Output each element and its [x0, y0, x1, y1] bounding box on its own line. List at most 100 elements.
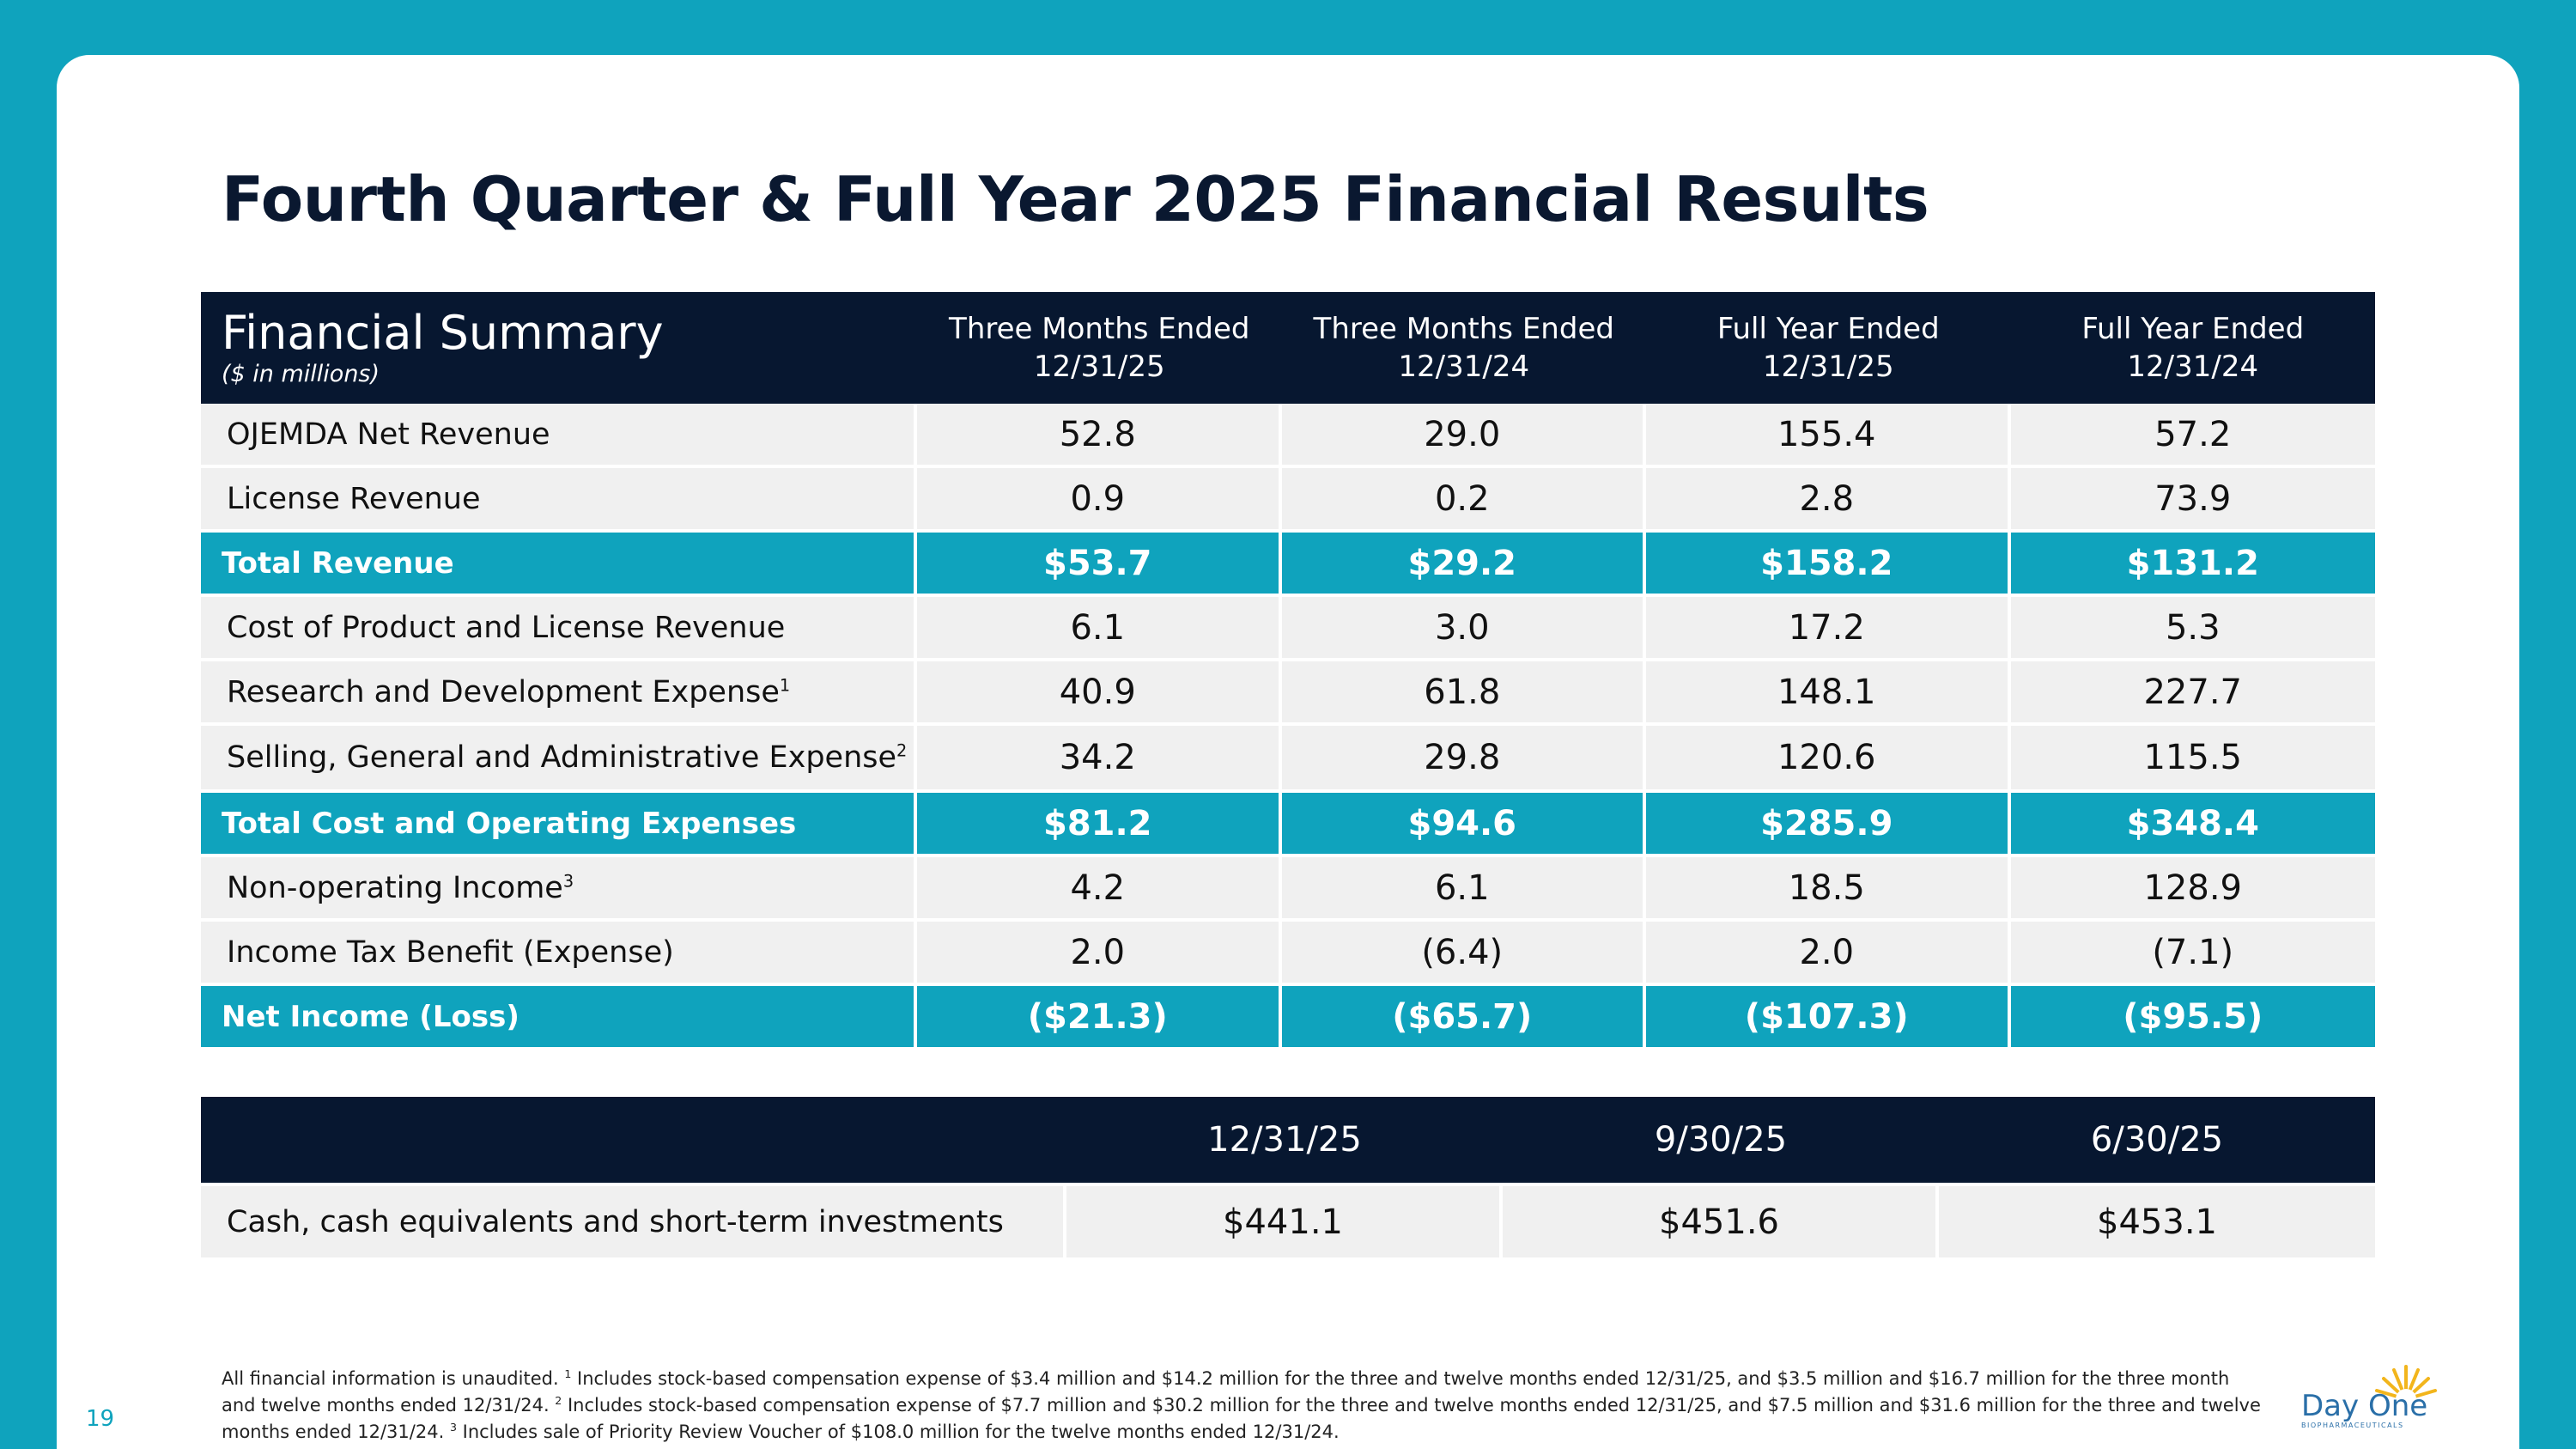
total-row: Net Income (Loss) ($21.3) ($65.7) ($107.… [201, 986, 2375, 1050]
financial-header-row: Financial Summary ($ in millions) Three … [201, 292, 2375, 404]
table-cell: 3.0 [1281, 597, 1646, 661]
units-note: ($ in millions) [222, 361, 380, 387]
table-cell: $285.9 [1646, 793, 2011, 857]
table-cell: 2.8 [1646, 468, 2011, 533]
table-cell: 57.2 [2010, 404, 2375, 468]
footnote-marker: 1 [779, 674, 791, 695]
financial-summary-table: Financial Summary ($ in millions) Three … [201, 292, 2375, 1050]
column-header-line2: 12/31/24 [1398, 350, 1530, 384]
table-cell: 34.2 [917, 726, 1282, 793]
table-cell: 155.4 [1646, 404, 2011, 468]
column-header-line1: Full Year Ended [2081, 312, 2305, 346]
table-cell: 61.8 [1281, 661, 1646, 726]
table-cell: 128.9 [2010, 857, 2375, 922]
table-cell: 0.2 [1281, 468, 1646, 533]
table-cell: $451.6 [1503, 1183, 1939, 1257]
logo-wordmark: Day One [2301, 1389, 2428, 1423]
table-cell: 29.0 [1281, 404, 1646, 468]
row-label: Total Revenue [201, 533, 917, 597]
column-header: Full Year Ended 12/31/25 [1646, 292, 2011, 404]
table-cell: 18.5 [1646, 857, 2011, 922]
cash-header-blank [201, 1097, 1066, 1183]
footnote-intro: All financial information is unaudited. [222, 1368, 565, 1389]
column-header: 12/31/25 [1066, 1097, 1503, 1183]
table-cell: (6.4) [1281, 922, 1646, 986]
table-cell: 17.2 [1646, 597, 2011, 661]
table-cell: $158.2 [1646, 533, 2011, 597]
total-row: Total Cost and Operating Expenses $81.2 … [201, 793, 2375, 857]
table-row: License Revenue 0.9 0.2 2.8 73.9 [201, 468, 2375, 533]
footnote-text: Includes stock-based compensation expens… [222, 1368, 2230, 1416]
row-label: Non-operating Income3 [201, 857, 917, 922]
row-label: Income Tax Benefit (Expense) [201, 922, 917, 986]
column-header-line1: Three Months Ended [949, 312, 1250, 346]
table-cell: $29.2 [1281, 533, 1646, 597]
row-label: Net Income (Loss) [201, 986, 917, 1050]
column-header: 6/30/25 [1939, 1097, 2375, 1183]
table-cell: 6.1 [1281, 857, 1646, 922]
table-cell: 120.6 [1646, 726, 2011, 793]
table-cell: $131.2 [2010, 533, 2375, 597]
table-cell: 2.0 [1646, 922, 2011, 986]
table-cell: 0.9 [917, 468, 1282, 533]
table-cell: $94.6 [1281, 793, 1646, 857]
total-row: Total Revenue $53.7 $29.2 $158.2 $131.2 [201, 533, 2375, 597]
table-cell: 40.9 [917, 661, 1282, 726]
table-cell: ($95.5) [2010, 986, 2375, 1050]
table-cell: 52.8 [917, 404, 1282, 468]
table-row: OJEMDA Net Revenue 52.8 29.0 155.4 57.2 [201, 404, 2375, 468]
row-label: Selling, General and Administrative Expe… [201, 726, 917, 793]
column-header-line2: 12/31/25 [1762, 350, 1894, 384]
row-label: License Revenue [201, 468, 917, 533]
footnote-marker: 2 [555, 1394, 562, 1407]
financial-summary-heading: Financial Summary ($ in millions) [201, 292, 917, 404]
table-cell: $453.1 [1939, 1183, 2375, 1257]
page-title: Fourth Quarter & Full Year 2025 Financia… [222, 163, 1929, 235]
footnote-marker: 1 [564, 1367, 572, 1380]
logo-tagline: BIOPHARMACEUTICALS [2301, 1422, 2404, 1429]
table-cell: $348.4 [2010, 793, 2375, 857]
table-cell: $441.1 [1066, 1183, 1503, 1257]
footnote-text: Includes stock-based compensation expens… [222, 1395, 2261, 1442]
table-cell: 227.7 [2010, 661, 2375, 726]
page-number: 19 [86, 1406, 115, 1432]
table-row: Cash, cash equivalents and short-term in… [201, 1183, 2375, 1257]
table-row: Income Tax Benefit (Expense) 2.0 (6.4) 2… [201, 922, 2375, 986]
table-row: Research and Development Expense1 40.9 6… [201, 661, 2375, 726]
table-cell: 115.5 [2010, 726, 2375, 793]
row-label: Cost of Product and License Revenue [201, 597, 917, 661]
footnote: All financial information is unaudited. … [222, 1366, 2265, 1446]
footnote-marker: 3 [562, 870, 574, 891]
footnote-marker: 2 [896, 740, 908, 761]
table-row: Non-operating Income3 4.2 6.1 18.5 128.9 [201, 857, 2375, 922]
column-header: Full Year Ended 12/31/24 [2010, 292, 2375, 404]
column-header: Three Months Ended 12/31/24 [1281, 292, 1646, 404]
table-cell: 6.1 [917, 597, 1282, 661]
table-cell: 4.2 [917, 857, 1282, 922]
table-cell: 148.1 [1646, 661, 2011, 726]
row-label: Cash, cash equivalents and short-term in… [201, 1183, 1066, 1257]
column-header-line1: Full Year Ended [1716, 312, 1940, 346]
row-label: Research and Development Expense1 [201, 661, 917, 726]
table-cell: $53.7 [917, 533, 1282, 597]
column-header: Three Months Ended 12/31/25 [917, 292, 1282, 404]
footnote-text: Includes sale of Priority Review Voucher… [456, 1422, 1340, 1442]
cash-table: 12/31/25 9/30/25 6/30/25 Cash, cash equi… [201, 1097, 2375, 1257]
table-row: Cost of Product and License Revenue 6.1 … [201, 597, 2375, 661]
table-cell: $81.2 [917, 793, 1282, 857]
column-header-line2: 12/31/24 [2127, 350, 2259, 384]
column-header-line1: Three Months Ended [1313, 312, 1614, 346]
column-header: 9/30/25 [1503, 1097, 1939, 1183]
table-cell: 2.0 [917, 922, 1282, 986]
table-cell: 5.3 [2010, 597, 2375, 661]
table-row: Selling, General and Administrative Expe… [201, 726, 2375, 793]
financial-summary-title: Financial Summary [222, 306, 664, 360]
footnote-marker: 3 [449, 1421, 457, 1434]
cash-header-row: 12/31/25 9/30/25 6/30/25 [201, 1097, 2375, 1183]
table-cell: ($65.7) [1281, 986, 1646, 1050]
day-one-logo: Day One BIOPHARMACEUTICALS [2293, 1361, 2439, 1430]
table-cell: (7.1) [2010, 922, 2375, 986]
table-cell: ($21.3) [917, 986, 1282, 1050]
column-header-line2: 12/31/25 [1033, 350, 1165, 384]
table-cell: ($107.3) [1646, 986, 2011, 1050]
